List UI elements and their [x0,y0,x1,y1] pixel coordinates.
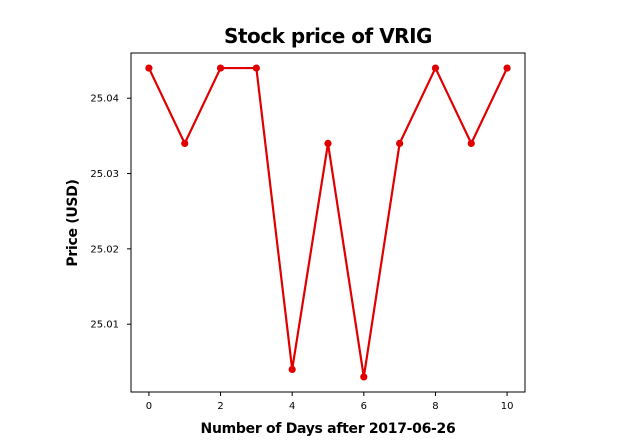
data-point [360,373,368,381]
x-axis-label: Number of Days after 2017-06-26 [201,421,456,437]
data-point [288,365,296,373]
y-axis: 25.01 25.02 25.03 25.04 [90,94,131,331]
y-tick-label: 25.04 [90,94,119,105]
x-tick-label: 10 [501,401,514,412]
x-tick-label: 8 [432,401,438,412]
data-point [181,139,189,147]
data-point [396,139,404,147]
y-tick-label: 25.03 [90,169,119,180]
y-tick-label: 25.01 [90,320,119,331]
x-tick-label: 0 [146,401,152,412]
data-point [503,64,511,72]
data-point [324,139,332,147]
data-point [216,64,225,72]
y-axis-label: Price (USD) [65,179,81,266]
x-tick-label: 4 [289,401,295,412]
y-tick-label: 25.02 [90,244,119,255]
data-point [252,64,260,72]
data-point [145,64,153,72]
data-point [431,64,440,72]
plot-area [130,52,526,393]
data-point [467,139,475,147]
series-layer [145,64,511,381]
x-tick-label: 2 [217,401,223,412]
x-axis: 0 2 4 6 8 10 [146,392,514,412]
chart-title: Stock price of VRIG [224,24,432,48]
x-tick-label: 6 [361,401,367,412]
